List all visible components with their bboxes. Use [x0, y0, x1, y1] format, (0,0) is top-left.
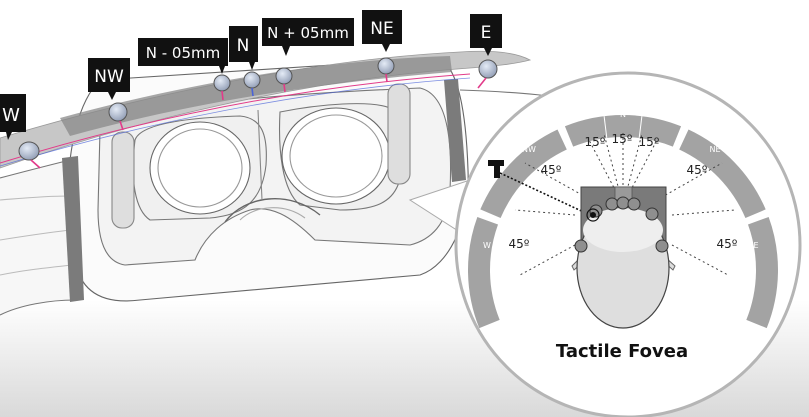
- label-n-text: N: [237, 36, 250, 56]
- marker-t-text: T: [495, 175, 497, 177]
- sector-label-e: E: [753, 241, 758, 250]
- actuator-n: [243, 71, 261, 97]
- headset-labels: W NW N - 05mm N N + 05mm NE E: [0, 10, 502, 140]
- actuator-n-minus: [213, 74, 231, 101]
- marker-line: [499, 172, 591, 216]
- sector-label-nw: NW: [522, 145, 536, 154]
- label-e-text: E: [481, 23, 492, 43]
- label-nw: NW: [88, 58, 130, 100]
- inset-caption: Tactile Fovea: [556, 341, 688, 362]
- actuator-n-plus: [275, 67, 293, 93]
- sector-e: [746, 216, 778, 329]
- label-n-minus-text: N - 05mm: [146, 44, 220, 62]
- actuator-nw: [108, 102, 128, 131]
- label-n-plus: N + 05mm: [262, 18, 354, 56]
- sector-n-divider: [638, 116, 643, 139]
- angle-label-w: 45º: [509, 237, 530, 251]
- label-n-plus-text: N + 05mm: [267, 24, 349, 42]
- angle-label-e: 45º: [717, 237, 738, 251]
- angle-label-fine-center: 15º: [612, 132, 633, 146]
- actuator-ne: [377, 57, 395, 83]
- angle-label-fine-left: 15º: [585, 135, 606, 149]
- sector-n: [564, 114, 682, 147]
- sector-nw: [480, 129, 567, 219]
- label-ne-text: NE: [370, 19, 393, 39]
- sector-label-ne: NE: [709, 145, 720, 154]
- label-e: E: [470, 14, 502, 56]
- sector-label-n: N: [620, 110, 626, 119]
- actuator-e: [477, 59, 498, 89]
- sector-ring: [468, 114, 778, 329]
- sector-w: [468, 216, 500, 329]
- label-n: N: [229, 26, 258, 70]
- angle-label-fine-right: 15º: [639, 135, 660, 149]
- label-nw-text: NW: [94, 67, 124, 87]
- angle-label-ne: 45º: [687, 163, 708, 177]
- head-top-view: [571, 186, 676, 329]
- sector-n-divider: [603, 116, 608, 139]
- tactile-fovea-inset: T N NW NE W E 15º 15º 15º 45º 45º 45º 45…: [408, 71, 802, 417]
- angle-label-nw: 45º: [541, 163, 562, 177]
- label-w: W: [0, 94, 26, 140]
- headset-struts: [62, 79, 466, 302]
- sector-ne: [679, 129, 766, 219]
- actuator-band: [0, 50, 532, 169]
- dotted-guides: [514, 132, 736, 276]
- label-w-text: W: [2, 105, 20, 126]
- actuator-w: [18, 141, 41, 169]
- sector-label-w: W: [483, 241, 491, 250]
- label-n-minus: N - 05mm: [138, 38, 228, 74]
- label-ne: NE: [362, 10, 402, 52]
- marker-t: T: [488, 160, 504, 178]
